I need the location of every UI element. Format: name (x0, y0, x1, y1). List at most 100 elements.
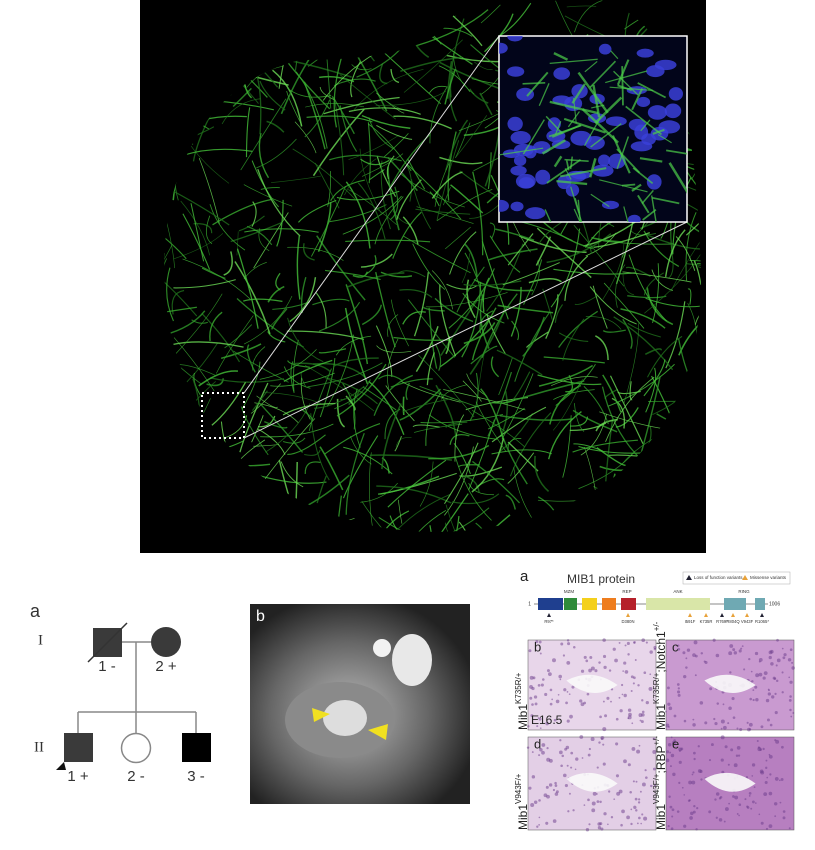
fiber (397, 499, 403, 524)
cell (720, 727, 723, 730)
cell (763, 792, 768, 797)
cell (643, 816, 648, 821)
fiber (164, 269, 198, 317)
domain-label: MZM (564, 589, 574, 594)
fiber (613, 316, 674, 371)
cell (692, 718, 695, 721)
nucleus (668, 87, 684, 101)
fiber (428, 444, 490, 460)
cell (566, 719, 570, 723)
fiber (622, 318, 633, 349)
cell (634, 659, 637, 661)
fiber (578, 450, 636, 490)
fiber (443, 389, 526, 411)
cell (559, 750, 563, 755)
fiber (376, 485, 452, 504)
cell (758, 672, 763, 677)
cell (712, 638, 716, 642)
nucleus (532, 141, 551, 154)
fiber (465, 514, 511, 532)
member-label: 1 - (98, 658, 116, 675)
cell (553, 718, 557, 722)
cell (583, 655, 587, 659)
cell (653, 647, 657, 651)
fiber (238, 215, 265, 232)
fiber (296, 235, 301, 300)
fiber (447, 131, 457, 201)
fiber (348, 189, 397, 225)
variant-label: R804Q (726, 619, 740, 624)
fiber (353, 388, 361, 448)
fiber (245, 107, 251, 158)
fiber (429, 86, 448, 144)
fiber (487, 371, 513, 437)
filament (573, 97, 577, 124)
cell (649, 650, 653, 654)
cell (538, 799, 541, 802)
fiber (461, 253, 470, 284)
fiber (293, 362, 331, 372)
cell (789, 680, 793, 684)
fiber (445, 504, 484, 532)
domain-label: REP (622, 589, 631, 594)
cell (708, 810, 712, 814)
fiber (166, 267, 174, 322)
cell (631, 722, 634, 725)
cell (732, 716, 736, 719)
cell (579, 735, 584, 739)
fiber (251, 390, 268, 412)
variant-label: R769* (716, 619, 728, 624)
fiber (415, 9, 489, 47)
fiber (607, 363, 675, 407)
fiber (602, 374, 622, 413)
cell (755, 698, 759, 702)
generation-label: I (38, 632, 43, 648)
cell (530, 802, 535, 807)
cell (754, 685, 758, 689)
fiber (239, 382, 269, 453)
fiber (583, 220, 638, 247)
fiber (644, 348, 663, 355)
cell (773, 802, 778, 806)
protein-end: 1006 (769, 601, 780, 607)
filament (553, 155, 563, 168)
cell (538, 816, 541, 819)
cell (693, 804, 696, 808)
filament (549, 58, 598, 65)
fiber (376, 125, 413, 140)
cell (554, 784, 558, 788)
fiber (297, 199, 337, 223)
fiber (312, 362, 367, 379)
cell (615, 742, 619, 746)
fiber (573, 403, 585, 432)
lumen (704, 772, 756, 792)
panel-letter: c (672, 639, 679, 654)
fiber (595, 335, 609, 361)
fiber (562, 318, 585, 361)
cell (546, 794, 550, 799)
cell (738, 803, 742, 807)
cell (778, 779, 781, 782)
filament (631, 183, 642, 192)
genotype-label: Mib1K735R/+;Notch1+/- (652, 621, 668, 730)
fiber (426, 352, 435, 386)
legend-entry: Loss of function variants (694, 575, 743, 580)
fiber (455, 122, 471, 159)
cell (781, 745, 784, 749)
fiber (569, 422, 607, 432)
cell (635, 809, 638, 812)
variant-label: I591F (685, 619, 696, 624)
fiber (312, 298, 350, 306)
fiber (547, 410, 582, 460)
panel-letter: e (672, 736, 679, 751)
cell (672, 772, 676, 777)
cell (683, 794, 686, 796)
fiber (359, 148, 382, 214)
cell (781, 647, 784, 650)
cell (792, 712, 795, 714)
cell (539, 748, 543, 752)
fiber (651, 269, 674, 291)
fiber (389, 515, 402, 532)
fiber (251, 415, 264, 443)
fiber (615, 407, 639, 428)
